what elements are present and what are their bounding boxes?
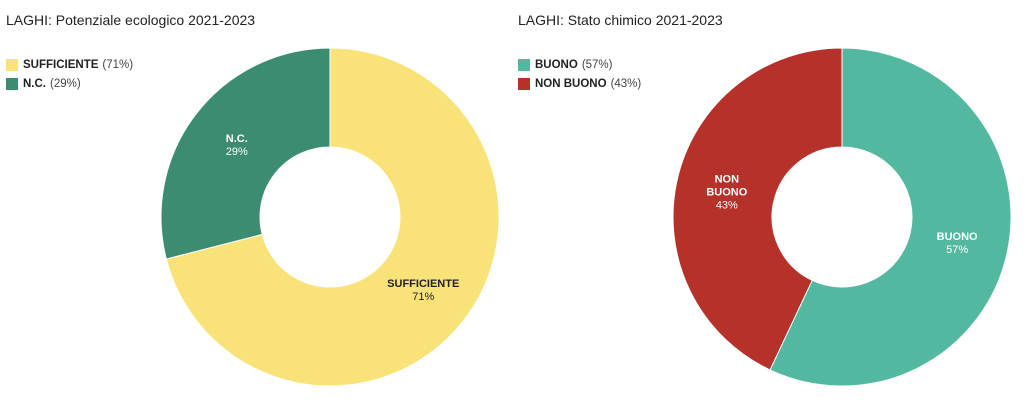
slice-label-name: N.C. [226,133,248,145]
slice-label-name: BUONO [937,231,978,243]
chart-legend: BUONO (57%) NON BUONO (43%) [518,55,641,93]
slice-label-name: NON [715,173,740,185]
slice-label-percentage: 71% [412,291,434,303]
legend-swatch [518,77,530,90]
legend-swatch [6,77,18,90]
legend-swatch [6,58,18,71]
donut-slice-n-c[interactable] [160,47,331,260]
donut-slice-non-buono[interactable] [672,47,843,371]
legend-swatch [518,58,530,71]
legend-item-non-buono[interactable]: NON BUONO (43%) [518,74,641,93]
donut-chart: BUONO 57%NON BUONO 43% [672,47,1012,387]
donut-slice-sufficiente[interactable] [165,47,500,387]
legend-label: NON BUONO [535,77,607,90]
slice-data-label: SUFFICIENTE 71% [387,278,459,303]
chart-panel-stato-chimico: LAGHI: Stato chimico 2021-2023 BUONO (57… [512,0,1024,413]
legend-percentage: (71%) [102,58,134,71]
slice-data-label: N.C. 29% [226,133,248,158]
legend-percentage: (57%) [581,58,613,71]
legend-label: SUFFICIENTE [23,58,99,71]
chart-title: LAGHI: Potenziale ecologico 2021-2023 [6,12,256,28]
legend-item-sufficiente[interactable]: SUFFICIENTE (71%) [6,55,133,74]
legend-item-buono[interactable]: BUONO (57%) [518,55,641,74]
chart-title: LAGHI: Stato chimico 2021-2023 [518,12,723,28]
donut-chart: SUFFICIENTE 71% N.C. 29% [160,47,500,387]
legend-percentage: (29%) [50,77,81,90]
legend-percentage: (43%) [610,77,642,90]
legend-label: BUONO [535,58,578,71]
slice-label-percentage: 29% [226,146,248,158]
slice-data-label: BUONO 57% [937,231,978,256]
chart-legend: SUFFICIENTE (71%) N.C. (29%) [6,55,133,93]
legend-item-nc[interactable]: N.C. (29%) [6,74,133,93]
slice-label-percentage: 57% [946,244,968,256]
slice-label-percentage: 43% [716,199,738,211]
chart-panel-potenziale-ecologico: LAGHI: Potenziale ecologico 2021-2023 SU… [6,12,500,387]
donut-slice-buono[interactable] [769,47,1012,387]
slice-label-name: SUFFICIENTE [387,278,459,290]
slice-data-label: NON BUONO 43% [706,173,747,211]
slice-label-name: BUONO [706,186,747,198]
legend-label: N.C. [23,77,46,90]
